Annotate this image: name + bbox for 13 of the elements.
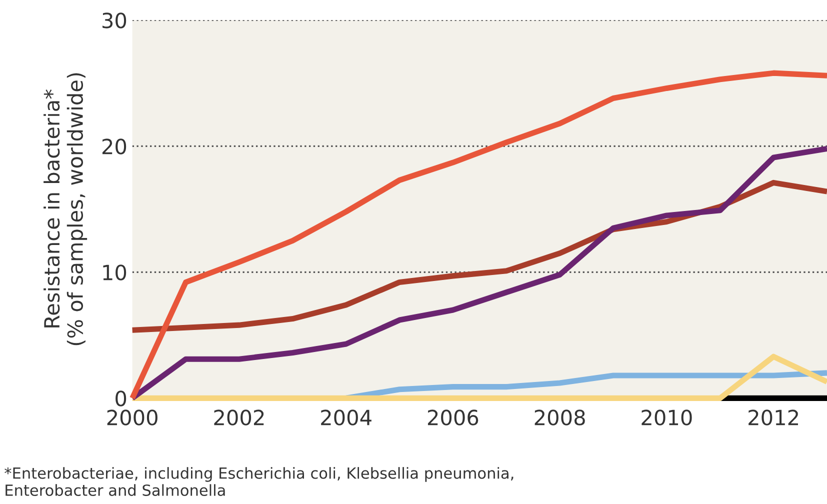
- x-tick-label: 2004: [321, 410, 372, 426]
- y-tick-label: 0: [116, 390, 126, 406]
- y-axis-title: Resistance in bacteria* (% of samples, worldwide): [44, 73, 88, 346]
- x-tick-label: 2002: [214, 410, 264, 426]
- x-tick-label: 2012: [748, 410, 798, 426]
- y-tick-label: 10: [103, 264, 126, 280]
- y-tick-label: 30: [102, 12, 126, 28]
- x-tick-label: 2008: [534, 410, 585, 426]
- x-tick-label: 2000: [107, 410, 158, 426]
- y-tick-label: 20: [102, 138, 126, 154]
- x-tick-label: 2010: [642, 410, 692, 426]
- text: *Enterobacteriae, including Escherichia coli, Klebsellia pneumonia, Enterobacter and Salmonella: [4, 467, 514, 496]
- x-tick-label: 2006: [428, 410, 478, 426]
